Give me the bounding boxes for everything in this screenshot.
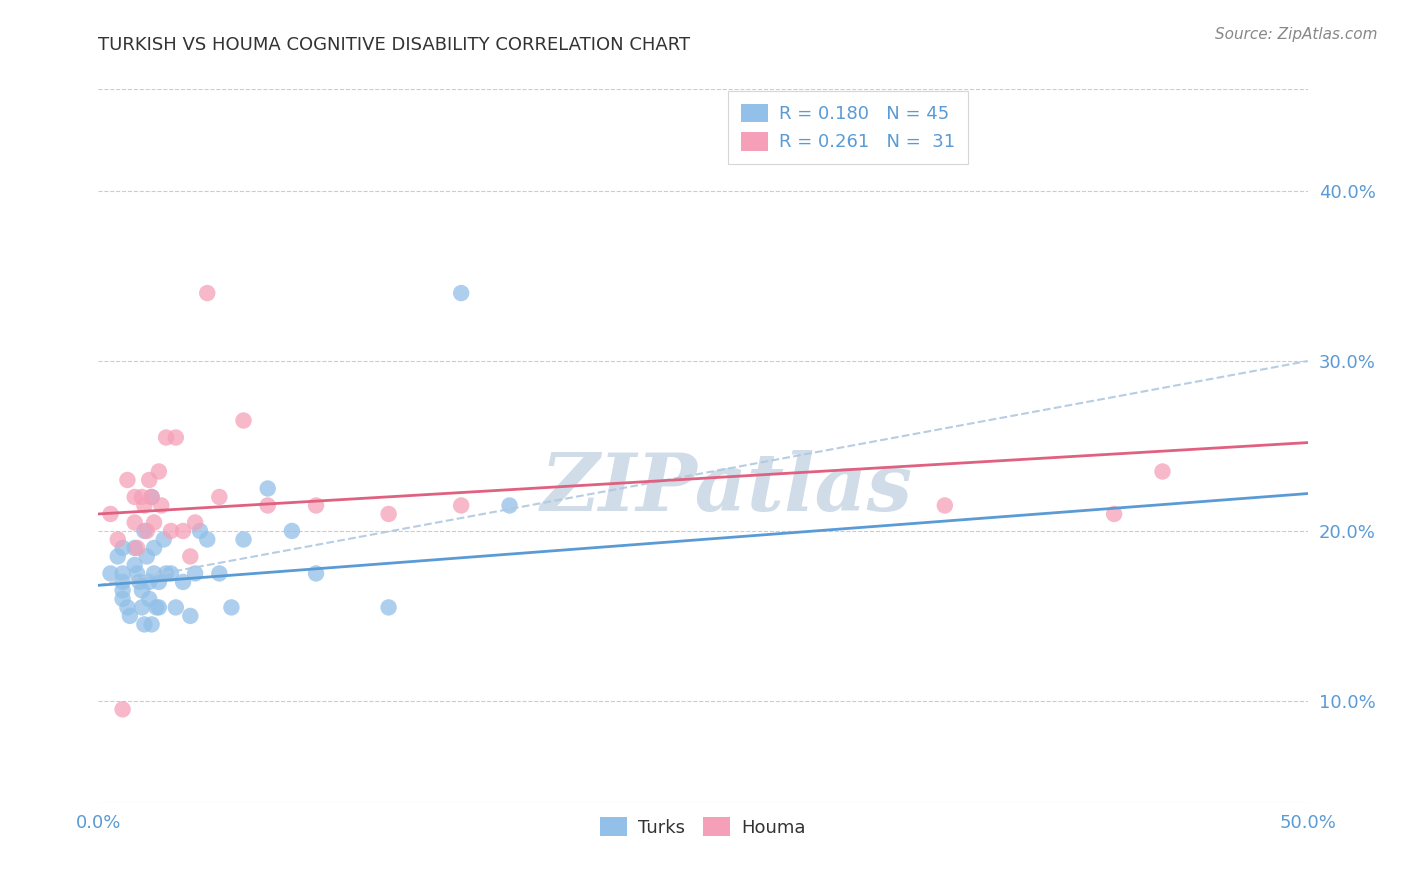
Point [148, 600, 170, 615]
Point [111, 574, 134, 589]
Point [145, 600, 167, 615]
Point [111, 702, 134, 716]
Point [281, 524, 304, 538]
Point [221, 600, 243, 615]
Point [305, 566, 328, 581]
Point [131, 583, 153, 598]
Point [184, 566, 207, 581]
Point [143, 516, 166, 530]
Point [138, 591, 160, 606]
Point [135, 524, 157, 538]
Point [150, 499, 173, 513]
Point [134, 499, 156, 513]
Point [134, 524, 156, 538]
Point [138, 473, 160, 487]
Point [131, 490, 153, 504]
Point [195, 533, 218, 547]
Point [148, 574, 170, 589]
Point [208, 490, 231, 504]
Point [172, 574, 194, 589]
Point [256, 482, 278, 496]
Point [143, 541, 166, 555]
Point [208, 566, 231, 581]
Point [117, 600, 139, 615]
Point [195, 286, 218, 301]
Legend: Turks, Houma: Turks, Houma [593, 810, 813, 844]
Point [117, 473, 139, 487]
Point [128, 574, 150, 589]
Point [1102, 507, 1125, 521]
Text: TURKISH VS HOUMA COGNITIVE DISABILITY CORRELATION CHART: TURKISH VS HOUMA COGNITIVE DISABILITY CO… [98, 36, 690, 54]
Point [124, 516, 146, 530]
Point [141, 617, 163, 632]
Text: Source: ZipAtlas.com: Source: ZipAtlas.com [1215, 27, 1378, 42]
Point [160, 524, 183, 538]
Point [127, 541, 149, 555]
Point [377, 507, 399, 521]
Point [155, 566, 177, 581]
Point [111, 591, 134, 606]
Point [498, 499, 520, 513]
Point [111, 566, 134, 581]
Point [179, 549, 201, 564]
Point [377, 600, 399, 615]
Point [138, 574, 160, 589]
Point [165, 600, 187, 615]
Point [450, 286, 472, 301]
Point [934, 499, 956, 513]
Point [135, 549, 157, 564]
Point [1152, 465, 1174, 479]
Point [124, 558, 146, 572]
Point [134, 617, 156, 632]
Point [155, 430, 177, 444]
Point [111, 583, 134, 598]
Point [143, 566, 166, 581]
Point [232, 413, 254, 427]
Point [124, 490, 146, 504]
Point [165, 430, 187, 444]
Point [184, 516, 207, 530]
Point [107, 533, 129, 547]
Point [450, 499, 472, 513]
Point [188, 524, 211, 538]
Point [152, 533, 174, 547]
Point [256, 499, 278, 513]
Point [172, 524, 194, 538]
Point [111, 541, 134, 555]
Point [124, 541, 146, 555]
Point [179, 608, 201, 623]
Point [305, 499, 328, 513]
Text: ZIPatlas: ZIPatlas [541, 450, 914, 527]
Point [100, 507, 122, 521]
Point [148, 465, 170, 479]
Point [127, 566, 149, 581]
Point [107, 549, 129, 564]
Point [160, 566, 183, 581]
Point [100, 566, 122, 581]
Point [131, 600, 153, 615]
Point [232, 533, 254, 547]
Point [141, 490, 163, 504]
Point [141, 490, 163, 504]
Point [118, 608, 141, 623]
